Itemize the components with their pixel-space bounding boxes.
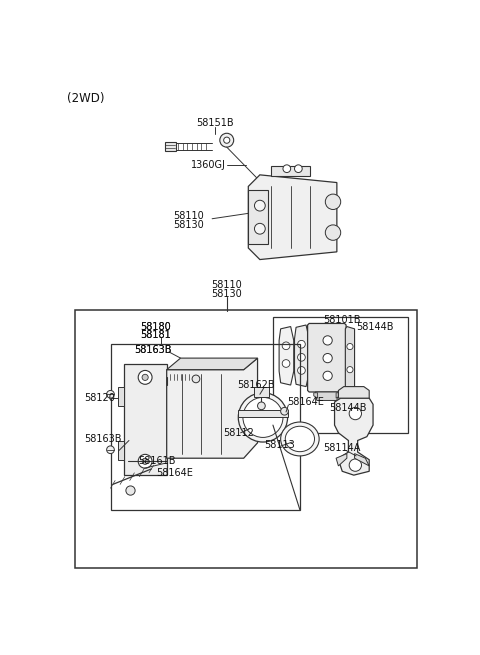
Polygon shape bbox=[118, 441, 124, 460]
Text: (2WD): (2WD) bbox=[67, 92, 105, 105]
Circle shape bbox=[298, 354, 305, 361]
Circle shape bbox=[254, 200, 265, 211]
Circle shape bbox=[142, 458, 148, 464]
Text: 58164E: 58164E bbox=[287, 397, 324, 407]
Circle shape bbox=[107, 446, 114, 454]
Circle shape bbox=[325, 194, 341, 210]
Circle shape bbox=[347, 367, 353, 373]
Bar bbox=[254, 386, 269, 398]
Polygon shape bbox=[248, 175, 337, 259]
Circle shape bbox=[243, 398, 283, 438]
Circle shape bbox=[107, 390, 114, 398]
Circle shape bbox=[349, 407, 361, 420]
Circle shape bbox=[220, 133, 234, 147]
Circle shape bbox=[325, 225, 341, 240]
Circle shape bbox=[138, 455, 152, 468]
Text: 58163B: 58163B bbox=[134, 345, 172, 354]
Circle shape bbox=[282, 360, 290, 367]
Polygon shape bbox=[124, 364, 167, 475]
Circle shape bbox=[238, 393, 288, 442]
Circle shape bbox=[283, 165, 291, 172]
Polygon shape bbox=[167, 358, 258, 458]
Polygon shape bbox=[314, 393, 318, 398]
Circle shape bbox=[349, 459, 361, 472]
Bar bbox=[273, 317, 408, 433]
Text: 58181: 58181 bbox=[141, 330, 171, 340]
Polygon shape bbox=[338, 386, 369, 398]
Bar bbox=[165, 141, 176, 151]
Ellipse shape bbox=[281, 422, 319, 456]
Polygon shape bbox=[336, 454, 347, 466]
Text: 58113: 58113 bbox=[264, 440, 294, 450]
Text: 1360GJ: 1360GJ bbox=[191, 160, 226, 170]
Text: 58162B: 58162B bbox=[237, 380, 275, 390]
Text: 58163B: 58163B bbox=[134, 345, 172, 354]
Text: 58130: 58130 bbox=[173, 220, 204, 230]
Circle shape bbox=[224, 137, 230, 143]
Polygon shape bbox=[167, 358, 258, 369]
Polygon shape bbox=[248, 190, 267, 244]
Text: 58181: 58181 bbox=[141, 330, 171, 340]
Circle shape bbox=[323, 336, 332, 345]
Text: 58110: 58110 bbox=[211, 280, 242, 290]
Circle shape bbox=[347, 343, 353, 350]
Bar bbox=[238, 409, 288, 417]
Polygon shape bbox=[295, 325, 309, 386]
Bar bbox=[271, 166, 310, 176]
Text: 58114A: 58114A bbox=[323, 443, 360, 453]
Text: 58144B: 58144B bbox=[356, 322, 394, 332]
Circle shape bbox=[142, 374, 148, 381]
Text: 58164E: 58164E bbox=[156, 468, 193, 478]
Text: 58161B: 58161B bbox=[138, 457, 176, 466]
Circle shape bbox=[258, 402, 265, 409]
Circle shape bbox=[281, 407, 288, 415]
Text: 58130: 58130 bbox=[211, 290, 242, 299]
Polygon shape bbox=[279, 327, 294, 385]
Polygon shape bbox=[308, 324, 346, 392]
Circle shape bbox=[298, 341, 305, 348]
Polygon shape bbox=[355, 454, 369, 466]
Circle shape bbox=[192, 375, 200, 383]
Circle shape bbox=[254, 223, 265, 234]
Polygon shape bbox=[315, 392, 338, 400]
Text: 58112: 58112 bbox=[223, 428, 254, 438]
Circle shape bbox=[295, 165, 302, 172]
Bar bbox=[111, 345, 300, 510]
Text: 58101B: 58101B bbox=[323, 314, 360, 325]
Circle shape bbox=[138, 371, 152, 384]
Text: 58151B: 58151B bbox=[196, 119, 234, 128]
Ellipse shape bbox=[285, 426, 314, 452]
Polygon shape bbox=[345, 327, 355, 389]
Text: 58120: 58120 bbox=[84, 393, 115, 403]
Polygon shape bbox=[335, 398, 373, 475]
Circle shape bbox=[282, 342, 290, 350]
Text: 58144B: 58144B bbox=[329, 403, 367, 413]
Text: 58110: 58110 bbox=[173, 211, 204, 221]
Polygon shape bbox=[336, 393, 340, 398]
Text: 58163B: 58163B bbox=[84, 434, 122, 444]
Circle shape bbox=[323, 371, 332, 381]
Polygon shape bbox=[118, 386, 124, 406]
Circle shape bbox=[323, 354, 332, 363]
Circle shape bbox=[126, 486, 135, 495]
Circle shape bbox=[298, 367, 305, 374]
Text: 58180: 58180 bbox=[141, 322, 171, 332]
Bar bbox=[75, 310, 417, 567]
Text: 58180: 58180 bbox=[141, 322, 171, 332]
